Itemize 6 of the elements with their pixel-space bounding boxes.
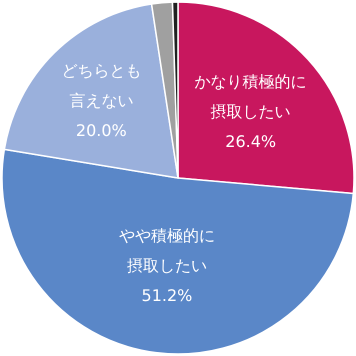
data-label: 20.0% xyxy=(76,120,127,140)
data-label: 51.2% xyxy=(142,286,192,305)
slice-label: どちらとも言えない xyxy=(61,60,142,110)
slice-label: かなり積極的に摂取したい xyxy=(194,72,307,121)
data-label: 26.4% xyxy=(225,132,276,151)
slice-label: やや積極的に摂取したい xyxy=(118,226,215,275)
